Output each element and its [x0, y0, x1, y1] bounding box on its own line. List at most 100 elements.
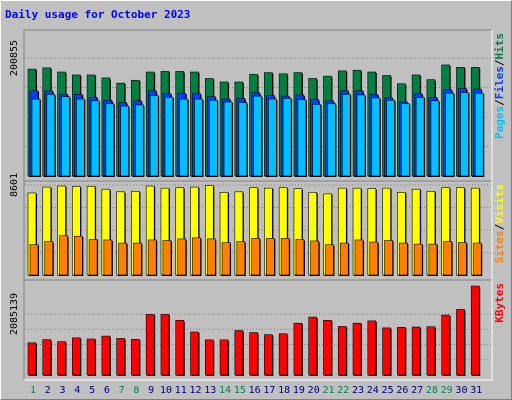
x-tick-label: 19: [293, 385, 305, 396]
x-tick-label: 17: [263, 385, 275, 396]
x-tick-label: 3: [60, 385, 66, 396]
bar-sites: [147, 239, 157, 276]
bar-sites: [369, 241, 379, 276]
side-label-part: Files: [493, 66, 506, 99]
bar-sites: [29, 244, 39, 276]
side-label-part: Hits: [493, 33, 506, 60]
x-tick-label: 21: [322, 385, 334, 396]
x-tick-label: 15: [234, 385, 246, 396]
bar-sites: [295, 239, 305, 276]
bar-pages: [149, 95, 159, 177]
x-tick-label: 24: [367, 385, 379, 396]
bar-sites: [266, 238, 275, 276]
x-tick-label: 6: [104, 385, 110, 396]
panel-visits-sites: 8601 Sites/Visits: [9, 173, 506, 281]
bar-sites: [251, 238, 260, 276]
bar-sites: [280, 238, 290, 276]
bar-sites: [339, 242, 349, 276]
bar-pages: [268, 98, 277, 177]
side-label-part: KBytes: [493, 283, 506, 323]
bar-kbytes: [337, 326, 347, 376]
bar-sites: [133, 242, 142, 276]
bar-pages: [460, 92, 469, 177]
x-tick-label: 5: [89, 385, 95, 396]
bar-kbytes: [293, 322, 303, 376]
bar-kbytes: [204, 339, 214, 376]
bar-pages: [238, 102, 248, 177]
bar-kbytes: [352, 322, 362, 376]
bar-sites: [162, 240, 172, 276]
bar-pages: [105, 103, 115, 177]
x-tick-label: 1: [30, 385, 36, 396]
bar-pages: [445, 92, 454, 177]
bar-pages: [135, 104, 144, 177]
side-label-part: Sites: [493, 230, 506, 263]
side-label: Pages/Files/Hits: [493, 33, 506, 139]
bar-pages: [120, 105, 129, 177]
x-tick-label: 11: [175, 385, 187, 396]
bar-kbytes: [86, 338, 96, 376]
bar-sites: [74, 235, 83, 276]
bar-kbytes: [411, 326, 421, 376]
x-tick-label: 9: [148, 385, 154, 396]
bar-kbytes: [145, 314, 155, 376]
bar-kbytes: [382, 327, 391, 376]
bar-pages: [223, 101, 233, 177]
x-tick-label: 16: [249, 385, 261, 396]
bar-sites: [192, 237, 201, 276]
bar-kbytes: [190, 331, 199, 376]
panel-kbytes: 2085139 KBytes: [9, 279, 506, 381]
bar-pages: [474, 92, 484, 177]
scale-label: 200855: [9, 40, 20, 76]
x-tick-label: 28: [426, 385, 438, 396]
bar-sites: [428, 243, 438, 276]
bar-kbytes: [160, 314, 170, 376]
bar-kbytes: [367, 320, 377, 376]
bar-kbytes: [426, 326, 436, 376]
bar-kbytes: [249, 332, 258, 376]
chart-title: Daily usage for October 2023: [5, 8, 191, 21]
bar-kbytes: [72, 337, 81, 376]
x-tick-label: 18: [278, 385, 290, 396]
bar-pages: [61, 96, 70, 177]
bar-kbytes: [57, 341, 66, 376]
x-tick-label: 4: [74, 385, 80, 396]
bar-pages: [415, 96, 425, 177]
bar-pages: [341, 94, 351, 177]
bar-kbytes: [116, 338, 125, 376]
x-tick-label: 30: [455, 385, 467, 396]
side-label-part: /: [493, 59, 506, 66]
bar-pages: [179, 98, 189, 177]
bar-kbytes: [323, 319, 332, 376]
side-label-part: Pages: [493, 106, 506, 139]
bar-pages: [90, 100, 100, 177]
bar-kbytes: [42, 339, 52, 376]
x-tick-label: 10: [160, 385, 172, 396]
bar-sites: [472, 242, 482, 276]
x-tick-label: 31: [470, 385, 482, 396]
bar-sites: [44, 241, 54, 276]
x-tick-label: 29: [441, 385, 453, 396]
bar-sites: [443, 241, 452, 276]
x-tick-label: 2: [45, 385, 51, 396]
bar-kbytes: [278, 333, 288, 376]
bar-sites: [458, 242, 467, 276]
x-tick-label: 8: [133, 385, 139, 396]
x-tick-label: 7: [119, 385, 125, 396]
side-label-part: /: [493, 99, 506, 106]
bar-sites: [354, 239, 364, 276]
bar-sites: [236, 241, 246, 276]
x-tick-label: 14: [219, 385, 231, 396]
x-tick-label: 25: [382, 385, 394, 396]
bar-kbytes: [456, 309, 465, 376]
bar-sites: [177, 238, 187, 276]
bar-sites: [221, 242, 231, 276]
bar-pages: [386, 99, 395, 177]
bar-pages: [194, 98, 203, 177]
x-tick-label: 22: [337, 385, 349, 396]
bar-pages: [371, 97, 381, 177]
bar-kbytes: [441, 314, 450, 376]
side-label-part: Visits: [493, 184, 506, 224]
